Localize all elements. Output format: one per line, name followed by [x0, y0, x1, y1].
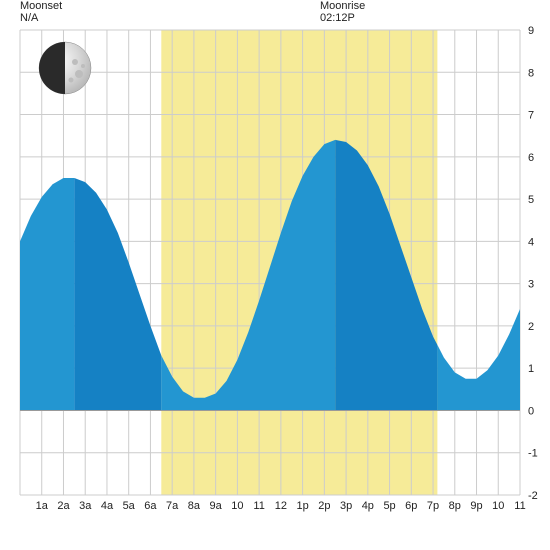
moonset-title: Moonset	[20, 0, 62, 12]
svg-text:-1: -1	[528, 448, 538, 460]
svg-text:7a: 7a	[166, 500, 179, 512]
svg-text:9p: 9p	[470, 500, 482, 512]
svg-text:3: 3	[528, 279, 534, 291]
svg-text:11: 11	[514, 500, 525, 512]
x-axis-labels: 1a 2a 3a 4a 5a 6a 7a 8a 9a 10 11 12 1p 2p 3p 4p 5p 6p 7p 8p…	[36, 500, 526, 512]
svg-text:7: 7	[528, 110, 534, 122]
svg-text:12: 12	[275, 500, 287, 512]
svg-text:0: 0	[528, 405, 534, 417]
svg-text:3p: 3p	[340, 500, 352, 512]
svg-text:10: 10	[492, 500, 504, 512]
svg-text:1p: 1p	[296, 500, 308, 512]
chart-svg: 1a2a3a4a5a6a7a8a9a1011121p2p3p4p5p6p7p8p…	[0, 0, 550, 550]
svg-text:4: 4	[528, 236, 534, 248]
svg-text:5a: 5a	[123, 500, 136, 512]
moonrise-title: Moonrise	[320, 0, 365, 12]
svg-text:2p: 2p	[318, 500, 330, 512]
svg-text:3a: 3a	[79, 500, 92, 512]
moonset-label: Moonset N/A	[20, 0, 62, 24]
svg-text:8a: 8a	[188, 500, 201, 512]
moonrise-value: 02:12P	[320, 12, 365, 24]
svg-text:6p: 6p	[405, 500, 417, 512]
moonset-value: N/A	[20, 12, 62, 24]
svg-text:8p: 8p	[449, 500, 461, 512]
svg-text:9a: 9a	[210, 500, 223, 512]
svg-text:6a: 6a	[144, 500, 157, 512]
svg-text:8: 8	[528, 67, 534, 79]
moon-phase-icon	[39, 42, 91, 94]
svg-text:2a: 2a	[57, 500, 70, 512]
svg-text:6: 6	[528, 152, 534, 164]
svg-text:4a: 4a	[101, 500, 114, 512]
svg-text:-2: -2	[528, 490, 538, 502]
moonrise-label: Moonrise 02:12P	[320, 0, 365, 24]
svg-text:11: 11	[253, 500, 264, 512]
tide-chart: Moonset N/A Moonrise 02:12P 1a 2a 3a 4a 5a 6a…	[0, 0, 550, 550]
svg-text:1a: 1a	[36, 500, 49, 512]
svg-text:10: 10	[231, 500, 243, 512]
svg-text:1: 1	[528, 363, 534, 375]
svg-text:4p: 4p	[362, 500, 374, 512]
svg-text:9: 9	[528, 25, 534, 37]
svg-text:5: 5	[528, 194, 534, 206]
svg-text:5p: 5p	[383, 500, 395, 512]
svg-text:7p: 7p	[427, 500, 439, 512]
svg-text:2: 2	[528, 321, 534, 333]
